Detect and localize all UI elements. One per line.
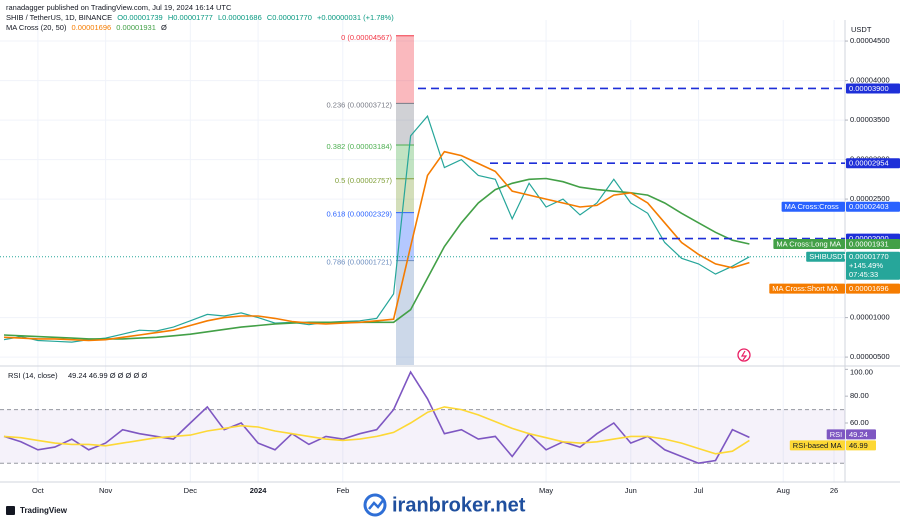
ohlc-open: O0.00001739 [117, 13, 163, 22]
y-tick-label: 0.00004000 [850, 76, 890, 85]
fib-zone [396, 212, 414, 261]
series-line [3, 114, 750, 343]
rsi-legend-values: 49.24 46.99 Ø Ø Ø Ø Ø [68, 371, 147, 380]
rsi-value-tag-box [846, 429, 876, 440]
header: ranadagger published on TradingView.com,… [6, 3, 397, 33]
event-icon[interactable] [737, 348, 751, 362]
fib-label: 0.618 (0.00002329) [327, 210, 393, 219]
symbol: SHIB / TetherUS, 1D, BINANCE [6, 13, 113, 22]
series-name-tag: MA Cross:Long MA [776, 240, 841, 249]
series-value-box [846, 283, 900, 294]
series-name-tag: MA Cross:Short MA [772, 284, 838, 293]
series-value-box [846, 251, 900, 280]
ohlc-low: L0.00001686 [217, 13, 262, 22]
series-name-tag-box [773, 239, 845, 250]
fib-zone [396, 260, 414, 365]
rsi-name-tag-box [789, 440, 845, 451]
series-line [3, 370, 750, 465]
time-label: Aug [777, 486, 790, 495]
rsi-name-tag: RSI [830, 430, 843, 439]
level-tag-box [846, 158, 900, 169]
rsi-value-tag: 46.99 [849, 441, 868, 450]
y-tick-label: 0.00004500 [850, 36, 890, 45]
indicator-long: 0.00001931 [116, 23, 156, 32]
indicator-short: 0.00001696 [71, 23, 112, 32]
rsi-name-tag-box [826, 429, 845, 440]
ohlc-close: C0.00001770 [266, 13, 312, 22]
series-change: +145.49% [849, 261, 883, 270]
rsi-title: RSI (14, close) [8, 371, 58, 380]
ohlc-high: H0.00001777 [167, 13, 213, 22]
symbol-line: SHIB / TetherUS, 1D, BINANCE O0.00001739… [6, 13, 397, 23]
series-line [3, 406, 750, 455]
fib-label: 0.236 (0.00003712) [327, 100, 393, 109]
time-label: Nov [99, 486, 113, 495]
event-icon-bolt [740, 350, 748, 361]
time-label: Oct [32, 486, 45, 495]
fib-label: 0 (0.00004567) [341, 33, 392, 42]
fib-label: 0.5 (0.00002757) [335, 176, 393, 185]
fib-zone [396, 35, 414, 104]
tradingview-logo: TradingView [6, 506, 68, 515]
series-value-tag: 0.00001696 [849, 284, 889, 293]
level-tag: 0.00003900 [849, 84, 889, 93]
y-tick-label: 0.00002500 [850, 194, 890, 203]
y-tick-label: 100.00 [850, 367, 873, 376]
indicator-flag: Ø [160, 23, 167, 32]
series-line [3, 177, 750, 340]
fib-label: 0.382 (0.00003184) [327, 142, 393, 151]
series-name-tag-box [769, 283, 845, 294]
marker-value-box [846, 201, 900, 212]
brand: TradingView [20, 506, 68, 515]
currency-label: USDT [851, 25, 872, 34]
series-countdown: 07:45:33 [849, 270, 878, 279]
y-tick-label: 60.00 [850, 418, 869, 427]
time-label: Jul [694, 486, 704, 495]
ohlc-change: +0.00000031 (+1.78%) [316, 13, 394, 22]
y-tick-label: 0.00003500 [850, 115, 890, 124]
time-label: 26 [830, 486, 838, 495]
marker-value: 0.00002403 [849, 202, 889, 211]
y-tick-label: 0.00000500 [850, 352, 890, 361]
rsi-value-tag-box [846, 440, 876, 451]
level-tag: 0.00002954 [849, 159, 889, 168]
y-tick-label: 0.00001000 [850, 313, 890, 322]
rsi-name-tag: RSI-based MA [793, 441, 842, 450]
marker-name: MA Cross:Cross [785, 202, 839, 211]
series-name-tag: SHIBUSDT [809, 252, 847, 261]
series-value-box [846, 239, 900, 250]
time-label: 2024 [250, 486, 268, 495]
fib-zone [396, 103, 414, 146]
fib-label: 0.786 (0.00001721) [327, 258, 393, 267]
series-value-tag: 0.00001931 [849, 240, 889, 249]
rsi-value-tag: 49.24 [849, 430, 868, 439]
time-label: Dec [184, 486, 198, 495]
time-label: Feb [336, 486, 349, 495]
indicator-line: MA Cross (20, 50) 0.00001696 0.00001931 … [6, 23, 397, 33]
series-line [3, 150, 750, 342]
series-value-tag: 0.00001770 [849, 252, 889, 261]
series-name-tag-box [806, 251, 845, 262]
watermark: iranbroker.net [392, 494, 526, 516]
time-label: May [539, 486, 553, 495]
marker-name-box [781, 201, 845, 212]
fib-zone [396, 178, 414, 213]
fib-zone [396, 145, 414, 179]
y-tick-label: 80.00 [850, 391, 869, 400]
rsi-band [0, 409, 845, 464]
level-tag: 0.00002000 [849, 234, 889, 243]
level-tag-box [846, 83, 900, 94]
published-line: ranadagger published on TradingView.com,… [6, 3, 397, 13]
indicator: MA Cross (20, 50) [6, 23, 67, 32]
time-label: Jun [625, 486, 637, 495]
published: ranadagger published on TradingView.com,… [6, 3, 232, 12]
watermark-logo: iranbroker.net [363, 493, 526, 517]
